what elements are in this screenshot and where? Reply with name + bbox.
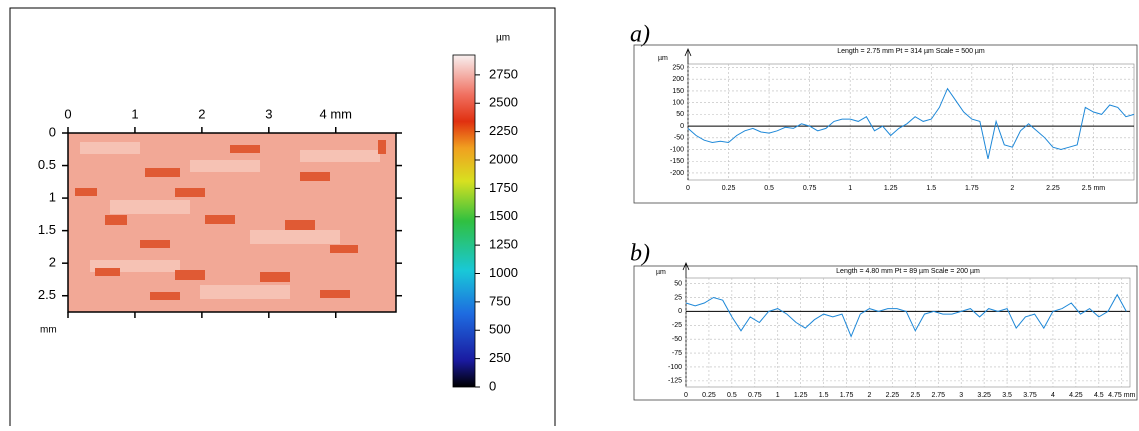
colorbar-tick-label: 1250	[489, 237, 518, 252]
axis-arrow	[682, 261, 690, 271]
panel-box	[633, 265, 1138, 401]
x-tick-label: 3	[265, 106, 272, 121]
colorbar-unit: µm	[496, 33, 510, 44]
colorbar-tick-label: 2250	[489, 123, 518, 138]
y-tick-label: 100	[672, 100, 684, 107]
x-tick-label: 3.5	[1002, 392, 1012, 399]
x-tick-label: 0	[684, 392, 688, 399]
colorbar-tick-label: 1750	[489, 180, 518, 195]
x-tick-label: 3.75	[1023, 392, 1037, 399]
colorbar-tick-label: 2750	[489, 66, 518, 81]
y-tick-label: 50	[674, 280, 682, 287]
x-tick-label: 0.75	[748, 392, 762, 399]
colorbar-tick-label: 1500	[489, 208, 518, 223]
y-tick-label: 250	[672, 64, 684, 71]
y-unit: µm	[656, 269, 666, 276]
chart-header: Length = 2.75 mm Pt = 314 µm Scale = 500…	[837, 48, 985, 55]
y-tick-label: -100	[668, 364, 682, 371]
plot-frame	[685, 277, 1131, 388]
colorbar-tick-label: 750	[489, 293, 511, 308]
y-unit: mm	[40, 325, 57, 336]
x-tick-label: 1.25	[794, 392, 808, 399]
x-tick-label: 2.5 mm	[1082, 185, 1106, 192]
x-tick-label: 1	[848, 185, 852, 192]
colorbar	[452, 54, 476, 388]
y-tick-label: 0	[49, 124, 56, 139]
x-tick-label: 1.25	[884, 185, 898, 192]
x-tick-label: 1.5	[926, 185, 936, 192]
y-tick-label: 1	[49, 190, 56, 205]
x-tick-label: 4 mm	[320, 106, 353, 121]
x-tick-label: 0.5	[764, 185, 774, 192]
x-tick-label: 1.75	[840, 392, 854, 399]
y-tick-label: -75	[672, 350, 682, 357]
x-tick-label: 0.25	[702, 392, 716, 399]
profile-line	[687, 87, 1135, 160]
y-tick-label: 0.5	[38, 157, 56, 172]
x-tick-label: 1	[776, 392, 780, 399]
x-tick-label: 2.25	[886, 392, 900, 399]
x-tick-label: 4	[1051, 392, 1055, 399]
x-tick-label: 1	[131, 106, 138, 121]
x-tick-label: 0.5	[727, 392, 737, 399]
y-tick-label: -50	[674, 135, 684, 142]
y-tick-label: -200	[670, 170, 684, 177]
y-tick-label: 200	[672, 76, 684, 83]
y-tick-label: 0	[678, 308, 682, 315]
x-tick-label: 2.25	[1046, 185, 1060, 192]
x-tick-label: 2.5	[910, 392, 920, 399]
x-tick-label: 1.75	[965, 185, 979, 192]
x-tick-label: 0.25	[722, 185, 736, 192]
plot-frame	[67, 132, 397, 313]
y-tick-label: -25	[672, 322, 682, 329]
colorbar-tick-label: 250	[489, 350, 511, 365]
colorbar-tick-label: 2000	[489, 151, 518, 166]
surface-texture	[68, 133, 396, 312]
panel-frame	[9, 7, 556, 426]
profile-line	[685, 293, 1127, 338]
panel-title: a)	[630, 22, 650, 48]
x-tick-label: 2	[1010, 185, 1014, 192]
y-unit: µm	[658, 55, 668, 62]
colorbar-tick-label: 0	[489, 378, 496, 393]
x-tick-label: 4.75 mm	[1108, 392, 1135, 399]
colorbar-tick-label: 2500	[489, 95, 518, 110]
axis-arrow	[684, 47, 692, 57]
colorbar-tick-label: 1000	[489, 265, 518, 280]
x-tick-label: 2.75	[931, 392, 945, 399]
x-tick-label: 0	[686, 185, 690, 192]
y-tick-label: 1.5	[38, 222, 56, 237]
y-tick-label: 50	[676, 111, 684, 118]
colorbar-tick-label: 500	[489, 322, 511, 337]
y-tick-label: -50	[672, 336, 682, 343]
y-tick-label: 25	[674, 294, 682, 301]
x-tick-label: 4.25	[1069, 392, 1083, 399]
y-tick-label: 2	[49, 255, 56, 270]
y-tick-label: 150	[672, 88, 684, 95]
x-tick-label: 2	[198, 106, 205, 121]
x-tick-label: 0.75	[803, 185, 817, 192]
panel-box	[633, 44, 1138, 204]
y-tick-label: 2.5	[38, 287, 56, 302]
x-tick-label: 1.5	[819, 392, 829, 399]
y-tick-label: 0	[680, 123, 684, 130]
x-tick-label: 4.5	[1094, 392, 1104, 399]
panel-title: b)	[630, 241, 650, 267]
x-tick-label: 3.25	[977, 392, 991, 399]
y-tick-label: -150	[670, 158, 684, 165]
chart-header: Length = 4.80 mm Pt = 89 µm Scale = 200 …	[836, 268, 980, 275]
plot-frame	[687, 63, 1135, 181]
x-tick-label: 0	[64, 106, 71, 121]
x-tick-label: 3	[959, 392, 963, 399]
y-tick-label: -100	[670, 146, 684, 153]
x-tick-label: 2	[868, 392, 872, 399]
y-tick-label: -125	[668, 378, 682, 385]
